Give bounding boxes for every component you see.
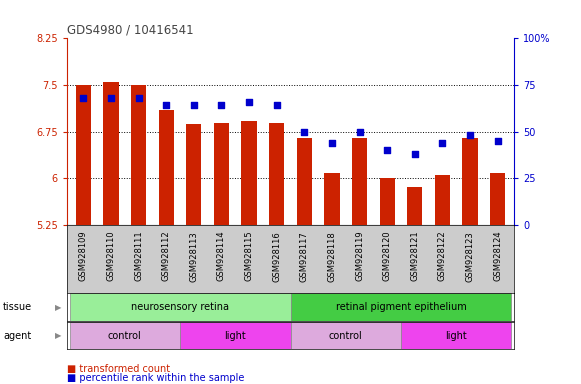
Point [382, 147, 392, 153]
Bar [407, 187, 422, 225]
Bar [214, 123, 229, 225]
Bar [131, 85, 146, 225]
Text: GSM928119: GSM928119 [355, 231, 364, 281]
Text: GDS4980 / 10416541: GDS4980 / 10416541 [67, 23, 193, 36]
Bar [70, 293, 290, 321]
Bar [462, 138, 478, 225]
Bar [297, 138, 312, 225]
Point [410, 151, 419, 157]
Text: tissue: tissue [3, 302, 32, 312]
Point [300, 128, 309, 135]
Text: GSM928116: GSM928116 [272, 231, 281, 281]
Bar [242, 121, 257, 225]
Point [355, 128, 364, 135]
Bar [76, 85, 91, 225]
Text: GSM928120: GSM928120 [383, 231, 392, 281]
Point [465, 132, 475, 138]
Text: GSM928115: GSM928115 [245, 231, 253, 281]
Text: retinal pigment epithelium: retinal pigment epithelium [336, 302, 467, 312]
Text: GSM928110: GSM928110 [106, 231, 116, 281]
Text: agent: agent [3, 331, 31, 341]
Text: light: light [445, 331, 467, 341]
Bar [103, 82, 119, 225]
Point [493, 138, 502, 144]
Text: GSM928114: GSM928114 [217, 231, 226, 281]
Bar [379, 178, 394, 225]
Bar [70, 322, 180, 349]
Bar [290, 322, 401, 349]
Text: GSM928113: GSM928113 [189, 231, 198, 281]
Bar [435, 175, 450, 225]
Text: GSM928112: GSM928112 [162, 231, 171, 281]
Point [162, 103, 171, 109]
Text: GSM928109: GSM928109 [79, 231, 88, 281]
Text: ▶: ▶ [55, 303, 61, 312]
Point [106, 95, 116, 101]
Text: light: light [224, 331, 246, 341]
Bar [401, 322, 511, 349]
Bar [324, 173, 339, 225]
Text: ▶: ▶ [55, 331, 61, 340]
Point [134, 95, 144, 101]
Point [272, 103, 281, 109]
Bar [290, 293, 511, 321]
Bar [159, 110, 174, 225]
Point [189, 103, 199, 109]
Point [217, 103, 226, 109]
Text: control: control [108, 331, 142, 341]
Text: GSM928124: GSM928124 [493, 231, 502, 281]
Text: GSM928111: GSM928111 [134, 231, 143, 281]
Text: GSM928121: GSM928121 [410, 231, 419, 281]
Bar [180, 322, 290, 349]
Text: control: control [329, 331, 363, 341]
Text: GSM928122: GSM928122 [438, 231, 447, 281]
Bar [187, 124, 202, 225]
Text: ■ percentile rank within the sample: ■ percentile rank within the sample [67, 373, 244, 383]
Bar [490, 173, 505, 225]
Bar [269, 123, 284, 225]
Bar [352, 138, 367, 225]
Point [79, 95, 88, 101]
Point [245, 99, 254, 105]
Point [437, 140, 447, 146]
Text: neurosensory retina: neurosensory retina [131, 302, 229, 312]
Point [327, 140, 336, 146]
Text: GSM928117: GSM928117 [300, 231, 309, 281]
Text: GSM928123: GSM928123 [465, 231, 475, 281]
Text: ■ transformed count: ■ transformed count [67, 364, 170, 374]
Text: GSM928118: GSM928118 [328, 231, 336, 281]
